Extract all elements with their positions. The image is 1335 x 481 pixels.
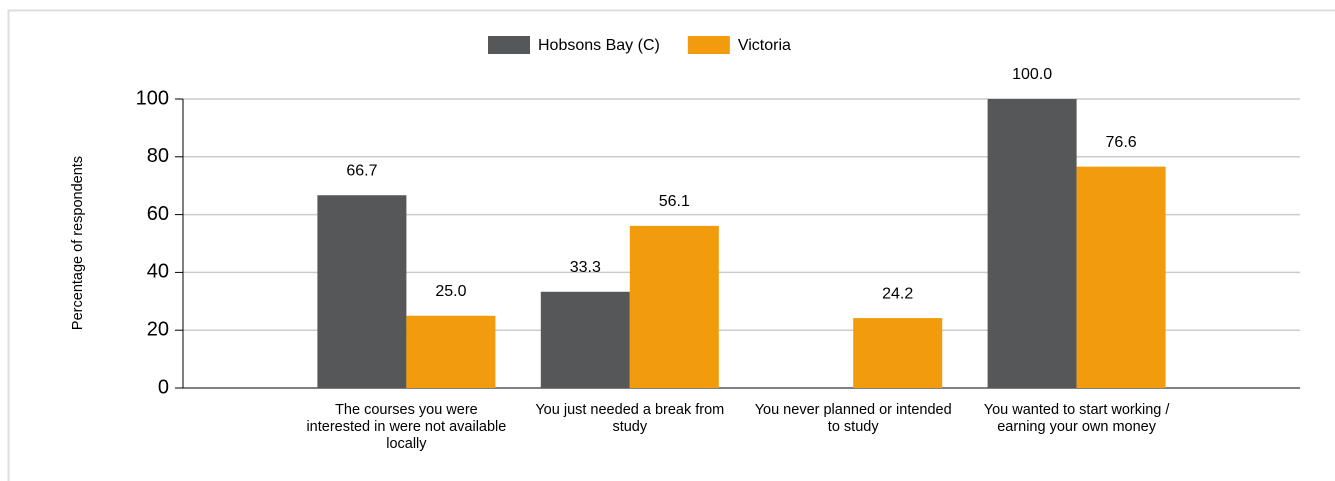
y-tick-label: 0 bbox=[158, 376, 169, 398]
y-tick-label: 100 bbox=[136, 87, 169, 109]
x-tick-label: You just needed a break from study bbox=[535, 402, 725, 435]
x-tick-label: You wanted to start working / earning yo… bbox=[983, 402, 1170, 435]
bar bbox=[406, 315, 496, 388]
legend-swatch bbox=[687, 36, 730, 54]
x-tick-label-box: You just needed a break from study bbox=[535, 402, 725, 435]
bar bbox=[1076, 166, 1166, 388]
frame bbox=[7, 9, 1335, 481]
bar bbox=[629, 225, 719, 388]
x-tick-label-box: You wanted to start working / earning yo… bbox=[983, 402, 1170, 435]
y-tick-label: 80 bbox=[147, 145, 169, 167]
x-tick-label: You never planned or intended to study bbox=[754, 402, 952, 435]
bar bbox=[987, 99, 1077, 388]
y-tick-label: 60 bbox=[147, 203, 169, 225]
data-label: 76.6 bbox=[1106, 134, 1137, 151]
legend-swatch bbox=[488, 36, 530, 54]
data-label: 56.1 bbox=[659, 193, 690, 210]
x-tick-label-box: The courses you were interested in were … bbox=[306, 402, 507, 452]
data-label: 24.2 bbox=[882, 285, 913, 302]
y-tick-label: 20 bbox=[147, 318, 169, 340]
x-tick-label-box: You never planned or intended to study bbox=[754, 402, 952, 435]
y-axis-label: Percentage of respondents bbox=[70, 156, 86, 330]
bar bbox=[853, 318, 943, 388]
data-label: 66.7 bbox=[346, 162, 377, 179]
legend-label: Hobsons Bay (C) bbox=[538, 37, 660, 54]
data-label: 33.3 bbox=[570, 259, 601, 276]
x-tick-label: The courses you were interested in were … bbox=[306, 402, 507, 452]
data-label: 100.0 bbox=[1012, 66, 1052, 83]
bar bbox=[317, 195, 407, 388]
data-label: 25.0 bbox=[435, 283, 466, 300]
bar bbox=[540, 291, 630, 388]
legend-label: Victoria bbox=[738, 37, 791, 54]
y-tick-label: 40 bbox=[147, 261, 169, 283]
